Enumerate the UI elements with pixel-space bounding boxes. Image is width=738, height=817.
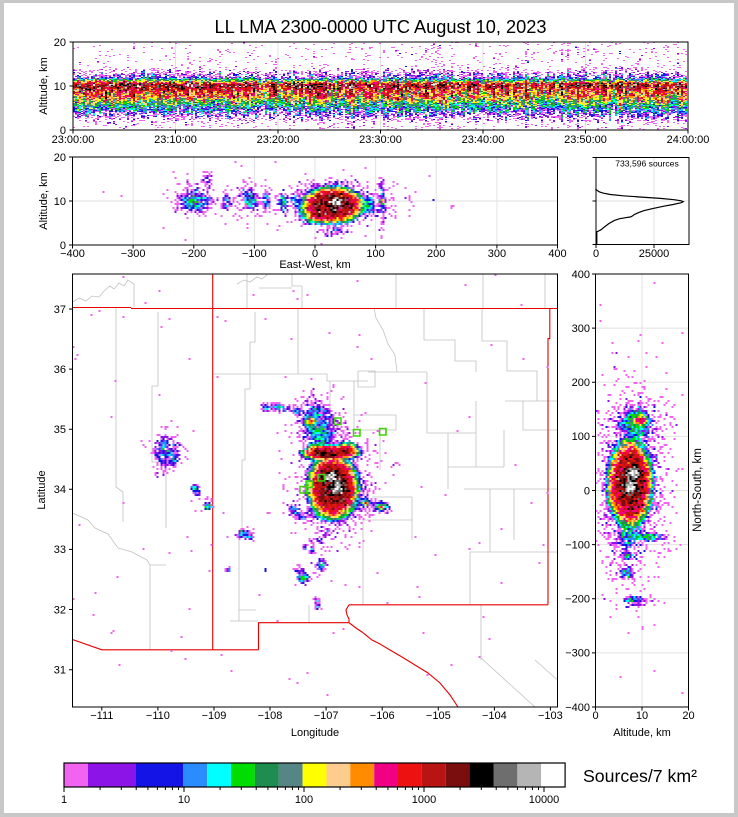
svg-text:20: 20 [54, 152, 66, 164]
svg-text:−106: −106 [370, 710, 395, 722]
svg-text:300: 300 [488, 248, 506, 260]
svg-text:−200: −200 [565, 594, 590, 606]
svg-text:North-South, km: North-South, km [692, 448, 704, 532]
svg-text:East-West, km: East-West, km [279, 259, 350, 271]
svg-text:−300: −300 [565, 648, 590, 660]
svg-text:100: 100 [295, 794, 313, 806]
svg-text:23:10:00: 23:10:00 [154, 134, 197, 146]
svg-text:−110: −110 [146, 710, 170, 722]
svg-text:Altitude, km: Altitude, km [38, 172, 50, 229]
svg-text:10: 10 [54, 196, 66, 208]
svg-text:−100: −100 [565, 539, 590, 551]
svg-text:400: 400 [548, 248, 566, 260]
svg-text:0: 0 [592, 710, 598, 722]
svg-text:32: 32 [54, 604, 66, 616]
svg-text:733,596 sources: 733,596 sources [615, 159, 679, 169]
svg-text:−111: −111 [90, 710, 113, 722]
svg-text:300: 300 [572, 323, 590, 335]
svg-text:400: 400 [572, 269, 590, 281]
svg-text:−400: −400 [60, 248, 85, 260]
svg-text:23:20:00: 23:20:00 [257, 134, 300, 146]
svg-text:Sources/7 km²: Sources/7 km² [583, 766, 697, 786]
svg-text:35: 35 [54, 424, 66, 436]
svg-text:Latitude: Latitude [36, 470, 48, 509]
svg-text:Longitude: Longitude [291, 727, 339, 739]
svg-text:24:00:00: 24:00:00 [667, 134, 710, 146]
svg-text:36: 36 [54, 364, 66, 376]
svg-text:−100: −100 [242, 248, 267, 260]
svg-text:200: 200 [427, 248, 445, 260]
svg-text:10: 10 [178, 794, 190, 806]
svg-text:Altitude, km: Altitude, km [613, 727, 670, 739]
svg-text:1: 1 [61, 794, 67, 806]
svg-text:−103: −103 [538, 710, 563, 722]
svg-text:0: 0 [60, 125, 66, 137]
svg-text:Altitude, km: Altitude, km [38, 57, 50, 114]
svg-text:23:00:00: 23:00:00 [52, 134, 95, 146]
svg-text:25000: 25000 [639, 248, 670, 260]
svg-text:33: 33 [54, 544, 66, 556]
svg-text:1000: 1000 [412, 794, 436, 806]
svg-text:37: 37 [54, 304, 66, 316]
svg-text:20: 20 [682, 710, 694, 722]
svg-text:100: 100 [366, 248, 384, 260]
svg-text:10: 10 [54, 81, 66, 93]
svg-text:0: 0 [584, 485, 590, 497]
svg-text:100: 100 [572, 431, 590, 443]
svg-text:0: 0 [312, 248, 318, 260]
svg-text:−300: −300 [121, 248, 146, 260]
svg-text:−105: −105 [426, 710, 451, 722]
svg-text:0: 0 [60, 240, 66, 252]
svg-text:−108: −108 [258, 710, 283, 722]
svg-text:−107: −107 [314, 710, 339, 722]
svg-text:−400: −400 [565, 702, 590, 714]
svg-text:20: 20 [54, 37, 66, 49]
svg-text:0: 0 [593, 248, 599, 260]
svg-text:34: 34 [54, 484, 66, 496]
svg-text:10: 10 [636, 710, 648, 722]
svg-text:10000: 10000 [529, 794, 560, 806]
svg-text:−104: −104 [482, 710, 507, 722]
svg-text:−200: −200 [181, 248, 206, 260]
svg-text:23:30:00: 23:30:00 [359, 134, 402, 146]
svg-text:23:50:00: 23:50:00 [564, 134, 607, 146]
svg-text:LL LMA 2300-0000 UTC August 10: LL LMA 2300-0000 UTC August 10, 2023 [215, 17, 547, 37]
svg-text:23:40:00: 23:40:00 [462, 134, 505, 146]
svg-text:31: 31 [54, 665, 66, 677]
svg-text:200: 200 [572, 377, 590, 389]
svg-text:−109: −109 [202, 710, 227, 722]
